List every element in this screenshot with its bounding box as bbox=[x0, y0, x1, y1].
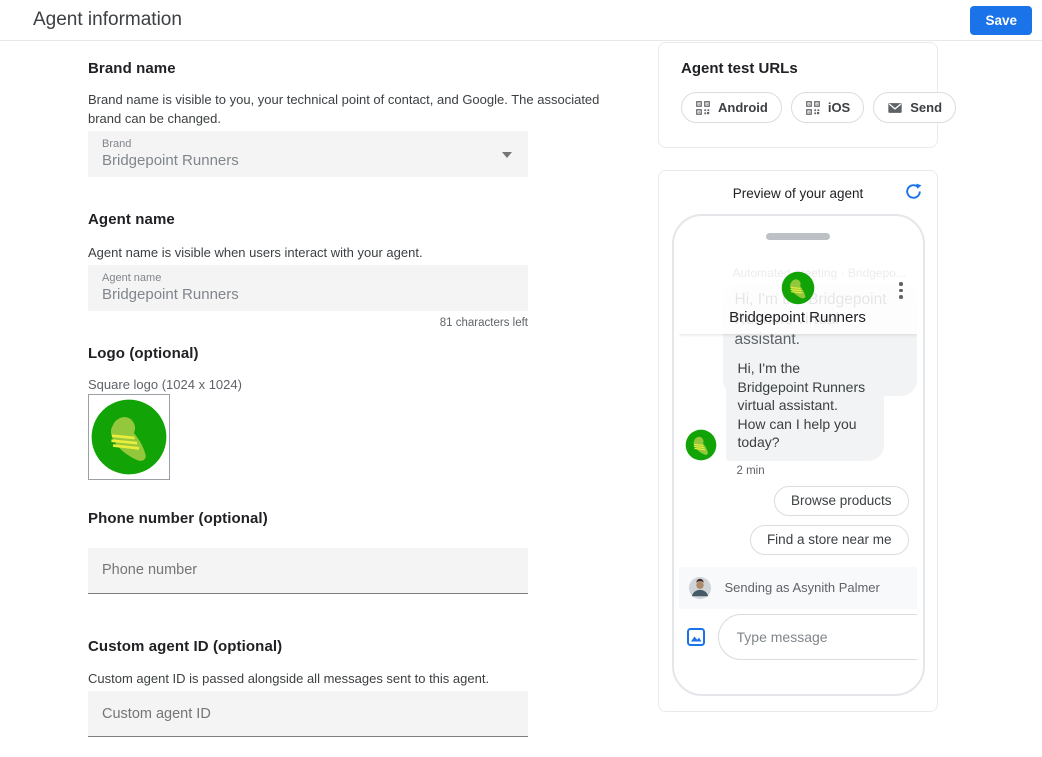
refresh-icon bbox=[906, 183, 922, 199]
custom-agent-id-heading: Custom agent ID (optional) bbox=[88, 637, 283, 655]
chat-input-row bbox=[679, 613, 917, 660]
agent-info-form: Brand name Brand name is visible to you,… bbox=[88, 60, 599, 737]
brand-select-value: Bridgepoint Runners bbox=[102, 152, 239, 169]
phone-number-heading: Phone number (optional) bbox=[88, 509, 268, 527]
agent-name-description: Agent name is visible when users interac… bbox=[88, 245, 423, 260]
message-input-pill bbox=[717, 613, 917, 660]
sending-as-label: Sending as Asynith Palmer bbox=[724, 580, 880, 596]
suggestion-chip-browse-products[interactable]: Browse products bbox=[773, 485, 909, 516]
send-test-button[interactable]: Send bbox=[873, 92, 957, 123]
agent-preview-card: Preview of your agent Automated greeting… bbox=[658, 170, 938, 712]
agent-name-field-label: Agent name bbox=[102, 271, 162, 284]
agent-message-row: Hi, I'm the Bridgepoint Runners virtual … bbox=[679, 350, 917, 461]
image-icon bbox=[686, 627, 705, 646]
qr-code-icon bbox=[805, 100, 820, 115]
ios-test-button[interactable]: iOS bbox=[790, 92, 865, 123]
test-url-buttons: Android iOS bbox=[681, 92, 957, 123]
agent-name-field[interactable]: Agent name Bridgepoint Runners bbox=[88, 264, 528, 311]
phone-mockup: Automated greeting · Bridgepo... Hi, I'm… bbox=[671, 214, 925, 696]
chat-agent-name: Bridgepoint Runners bbox=[729, 309, 866, 326]
user-avatar bbox=[689, 577, 711, 599]
agent-name-field-value: Bridgepoint Runners bbox=[102, 285, 239, 303]
qr-code-icon bbox=[696, 100, 710, 115]
brand-logo-shoe-icon bbox=[90, 398, 168, 476]
refresh-preview-button[interactable] bbox=[905, 183, 922, 203]
more-options-icon[interactable] bbox=[897, 280, 905, 301]
phone-number-input[interactable] bbox=[88, 547, 528, 593]
agent-test-urls-card: Agent test URLs Android bbox=[658, 42, 957, 148]
agent-avatar-icon bbox=[685, 429, 717, 461]
phone-number-field-wrap bbox=[88, 547, 528, 594]
phone-speaker-bar bbox=[766, 233, 830, 240]
save-button[interactable]: Save bbox=[970, 5, 1032, 35]
message-input[interactable] bbox=[736, 628, 917, 645]
message-list: Hi, I'm the Bridgepoint Runners virtual … bbox=[679, 260, 917, 555]
agent-name-heading: Agent name bbox=[88, 211, 175, 228]
sending-as-bar: Sending as Asynith Palmer bbox=[678, 566, 917, 609]
preview-title: Preview of your agent bbox=[732, 186, 864, 201]
right-sidebar: Agent test URLs Android bbox=[658, 42, 957, 712]
agent-message-bubble: Hi, I'm the Bridgepoint Runners virtual … bbox=[725, 350, 884, 461]
logo-heading: Logo (optional) bbox=[88, 344, 199, 362]
top-app-bar: Agent information Save bbox=[0, 0, 1042, 41]
custom-agent-id-field-wrap bbox=[88, 691, 528, 737]
logo-upload-preview[interactable] bbox=[88, 393, 170, 480]
chat-header: Bridgepoint Runners bbox=[678, 260, 917, 334]
send-test-label: Send bbox=[910, 100, 943, 115]
chat-preview: Automated greeting · Bridgepo... Hi, I'm… bbox=[678, 260, 917, 660]
ios-test-label: iOS bbox=[827, 100, 851, 115]
custom-agent-id-description: Custom agent ID is passed alongside all … bbox=[88, 670, 490, 686]
suggestion-chips: Browse products Find a store near me bbox=[679, 477, 909, 555]
brand-name-heading: Brand name bbox=[88, 60, 176, 77]
message-timestamp: 2 min bbox=[736, 464, 765, 477]
custom-agent-id-input[interactable] bbox=[88, 691, 528, 736]
suggestion-chip-find-store[interactable]: Find a store near me bbox=[749, 524, 909, 555]
brand-select[interactable]: Brand Bridgepoint Runners bbox=[88, 131, 528, 177]
envelope-icon bbox=[888, 102, 902, 113]
character-counter: 81 characters left bbox=[439, 316, 528, 329]
android-test-label: Android bbox=[718, 100, 768, 115]
dropdown-caret-icon bbox=[502, 152, 512, 158]
main-content: Brand name Brand name is visible to you,… bbox=[0, 42, 1042, 737]
agent-test-urls-heading: Agent test URLs bbox=[681, 60, 798, 77]
logo-description: Square logo (1024 x 1024) bbox=[88, 376, 242, 392]
android-test-button[interactable]: Android bbox=[681, 92, 782, 123]
page-title: Agent information bbox=[33, 9, 182, 30]
brand-select-label: Brand bbox=[102, 138, 132, 150]
attach-image-button[interactable] bbox=[686, 627, 706, 647]
brand-name-description: Brand name is visible to you, your techn… bbox=[88, 92, 600, 126]
